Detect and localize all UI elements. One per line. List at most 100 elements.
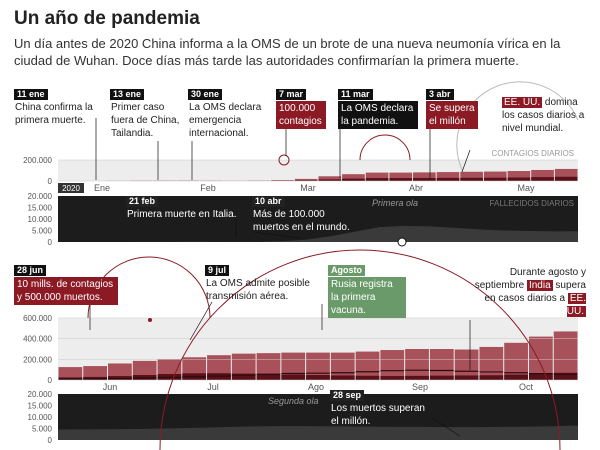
- y-tick-label: 0: [48, 238, 53, 247]
- case-bar: [483, 171, 507, 181]
- deaths-area-top: [58, 225, 578, 242]
- annotation-text: Primera muerte en Italia.: [127, 209, 237, 220]
- wave-label: Segunda ola: [268, 396, 319, 406]
- annotation-italy-first-death: 21 feb Primera muerte en Italia.: [126, 195, 246, 221]
- y-tick-label: 10.000: [28, 215, 53, 224]
- y-tick-label: 10.000: [28, 413, 53, 422]
- annotation-leader-line: [189, 301, 213, 341]
- annotation-text: Rusia registra la primera vacuna.: [328, 277, 406, 318]
- annotation-text: La OMS declara emergencia internacional.: [189, 102, 262, 139]
- case-bar: [365, 172, 389, 181]
- annotation-text: 100.000 contagios: [276, 101, 326, 129]
- annotation-date: 21 feb: [126, 196, 159, 207]
- y-tick-label: 0: [48, 436, 53, 445]
- case-bar-usa: [355, 375, 380, 380]
- case-bar-segment: [531, 177, 554, 181]
- month-label: Sep: [412, 382, 428, 392]
- case-bar-usa: [330, 375, 355, 380]
- month-label: Jul: [207, 382, 219, 392]
- annotation-leader-line: [431, 417, 461, 437]
- annotation-date: 3 abr: [426, 89, 454, 100]
- case-bar-segment: [483, 177, 507, 181]
- case-bar: [504, 342, 528, 380]
- annotation-airborne: 9 jul La OMS admite posible transmisión …: [205, 264, 317, 303]
- case-bar: [454, 349, 479, 380]
- case-bar: [256, 353, 281, 380]
- y-tick-label: 5.000: [32, 227, 53, 236]
- annotation-highlight-usa: EE. UU.: [566, 293, 586, 317]
- annotation-usa-dominates: EE. UU. domina los casos diarios a nivel…: [502, 96, 588, 135]
- annotation-text: La OMS declara la pandemia.: [338, 101, 418, 129]
- annotation-date: 10 abr: [252, 196, 285, 207]
- annotation-text: domina los casos diarios a nivel mundial…: [502, 97, 585, 134]
- case-bar: [436, 172, 460, 181]
- annotation-text: Se supera el millón: [426, 101, 478, 129]
- annotation-india-overtakes: Durante agosto y septiembre India supera…: [470, 266, 586, 318]
- month-label: May: [517, 183, 535, 193]
- case-bar-segment: [389, 178, 413, 181]
- annotation-who-emergency: 30 ene La OMS declara emergencia interna…: [188, 88, 264, 140]
- case-bar-segment: [554, 176, 578, 181]
- y-tick-label: 200.000: [23, 355, 52, 364]
- case-bar: [318, 176, 342, 181]
- annotation-date: Agosto: [328, 265, 365, 276]
- wave-label: Primera ola: [372, 198, 418, 208]
- annotation-text: 10 mills. de contagios y 500.000 muertos…: [14, 277, 118, 305]
- case-bar-usa: [256, 374, 281, 380]
- case-bar-segment: [507, 177, 531, 181]
- case-bar: [342, 174, 365, 181]
- month-label: Ene: [94, 183, 110, 193]
- year-label: 2020: [62, 184, 80, 193]
- case-bar-usa: [479, 375, 504, 380]
- annotation-100k-cases: 7 mar 100.000 contagios: [276, 88, 326, 129]
- annotation-leader-line: [461, 149, 471, 173]
- case-bar-usa: [504, 374, 528, 380]
- case-bar-usa: [405, 375, 429, 380]
- case-bar: [531, 169, 554, 181]
- annotation-100k-deaths: 10 abr Más de 100.000 muertos en el mund…: [252, 195, 362, 234]
- annotation-date: 9 jul: [205, 265, 230, 276]
- year-label-bg: [58, 183, 84, 193]
- case-bar: [479, 346, 504, 380]
- month-label: Ago: [308, 382, 324, 392]
- month-label: Jun: [103, 382, 118, 392]
- case-bar: [528, 336, 553, 380]
- case-bar-segment: [460, 177, 483, 181]
- annotation-pandemic-declared: 11 mar La OMS declara la pandemia.: [338, 88, 418, 129]
- y-tick-label: 0: [48, 376, 53, 385]
- annotation-text: Durante agosto y septiembre: [474, 267, 586, 291]
- y-tick-label: 0: [48, 177, 53, 186]
- event-marker: [148, 318, 152, 322]
- month-label: Mar: [300, 183, 316, 193]
- case-bar-usa: [231, 373, 256, 380]
- y-tick-label: 15.000: [28, 402, 53, 411]
- annotation-date: 11 ene: [14, 89, 48, 100]
- annotation-text: Los muertos superan el millón.: [331, 403, 425, 427]
- case-bar: [405, 349, 429, 380]
- y-tick-label: 400.000: [23, 335, 52, 344]
- decorative-arc: [159, 249, 561, 450]
- case-bar: [58, 367, 83, 380]
- y-tick-label: 200.000: [23, 156, 52, 165]
- annotation-date: 30 ene: [188, 89, 223, 100]
- case-bar: [231, 353, 256, 380]
- annotation-highlight-usa: EE. UU.: [502, 97, 543, 108]
- event-marker: [397, 237, 407, 247]
- annotation-date: 13 ene: [110, 89, 145, 100]
- case-bar-usa: [454, 375, 479, 380]
- case-bar-usa: [528, 373, 553, 380]
- decorative-arc: [456, 81, 579, 171]
- annotation-date: 28 sep: [330, 390, 365, 401]
- case-bar-segment: [436, 177, 460, 181]
- annotation-date: 7 mar: [276, 89, 307, 100]
- case-bar-usa: [281, 374, 306, 380]
- month-label: Oct: [519, 382, 534, 392]
- y-tick-label: 600.000: [23, 314, 52, 323]
- event-marker: [278, 154, 290, 166]
- case-bar: [83, 366, 108, 380]
- case-bar-segment: [318, 179, 342, 181]
- y-tick-label: 15.000: [28, 204, 53, 213]
- y-tick-label: 5.000: [32, 425, 53, 434]
- case-bar: [413, 172, 436, 181]
